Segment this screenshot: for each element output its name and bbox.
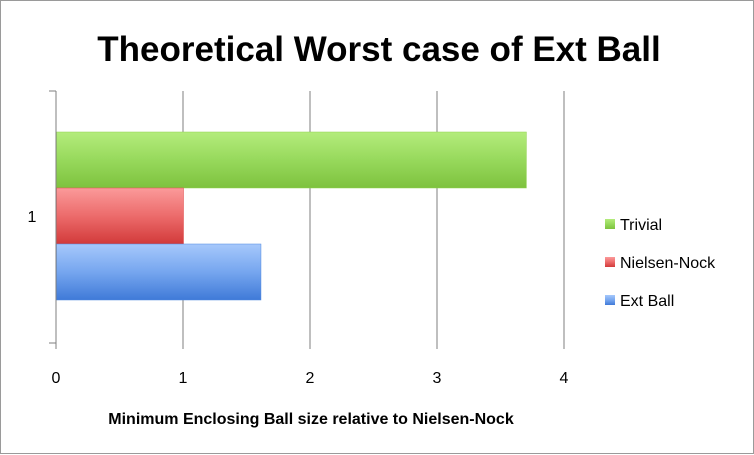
bars [56,131,527,301]
grid-lines [182,91,565,343]
legend-label-trivial: Trivial [620,217,662,234]
axes: 0 1 2 3 4 1 [28,90,569,387]
y-category-label: 1 [28,209,37,226]
x-axis-title: Minimum Enclosing Ball size relative to … [108,411,514,428]
bar-ext-ball [56,243,262,301]
chart-title: Theoretical Worst case of Ext Ball [97,30,660,69]
x-tick-label-4: 4 [560,370,569,387]
bar-trivial [56,131,527,189]
bar-nielsen-nock [56,187,184,245]
x-tick-label-0: 0 [52,370,61,387]
legend-swatch-ext-ball [605,295,615,305]
legend-swatch-nielsen-nock [605,257,615,267]
x-tick-label-1: 1 [179,370,188,387]
x-tick-label-3: 3 [433,370,442,387]
legend-label-nielsen-nock: Nielsen-Nock [620,255,716,272]
legend-label-ext-ball: Ext Ball [620,293,674,310]
x-tick-label-2: 2 [306,370,315,387]
legend: Trivial Nielsen-Nock Ext Ball [605,217,716,310]
legend-swatch-trivial [605,219,615,229]
